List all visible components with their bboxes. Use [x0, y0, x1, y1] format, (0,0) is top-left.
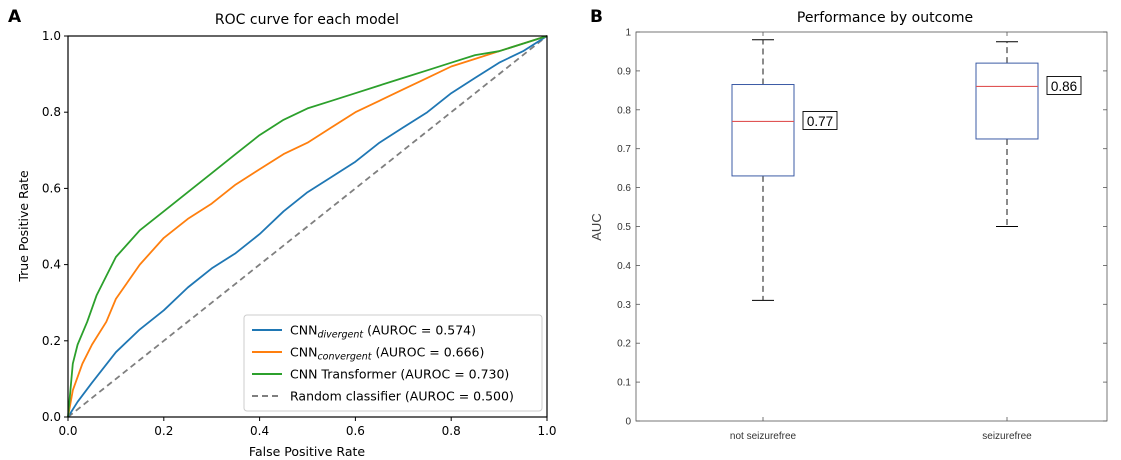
roc-series-2-line	[67, 35, 548, 418]
panel-b-letter: B	[590, 7, 603, 27]
roc-legend-entry-0: CNNdivergent (AUROC = 0.574)	[290, 323, 476, 341]
roc-y-ticks: 0.0 0.2 0.4 0.6 0.8 1.0	[42, 29, 68, 424]
box-x-ticks: not seizurefree seizurefree	[730, 32, 1032, 442]
roc-series-0-line	[67, 35, 548, 418]
box-group: 0.77 0.86	[731, 39, 1082, 301]
box-median-label-frame	[802, 111, 838, 130]
roc-x-tick-label: 1.0	[537, 424, 556, 438]
box-y-tick-label: 0.1	[617, 378, 631, 389]
roc-x-tick-label: 0.4	[250, 424, 269, 438]
roc-x-axis-label: False Positive Rate	[249, 444, 365, 459]
roc-legend: CNNdivergent (AUROC = 0.574) CNNconvergen…	[243, 314, 543, 412]
panel-a-roc-chart: A ROC curve for each model 0.0 0.2 0.4 0.6 0…	[8, 7, 557, 459]
box-iqr-rect	[975, 62, 1039, 140]
roc-x-tick-label: 0.0	[58, 424, 77, 438]
panel-a-letter: A	[8, 7, 22, 27]
panel-b-box-chart: B Performance by outcome 0 0.1 0.2 0.3 0.4 0.…	[589, 7, 1108, 442]
box-y-tick-label: 0.4	[617, 261, 631, 272]
roc-x-tick-label: 0.2	[154, 424, 173, 438]
roc-x-ticks: 0.0 0.2 0.4 0.6 0.8 1.0	[58, 417, 557, 438]
roc-legend-frame	[243, 314, 543, 412]
roc-y-tick-label: 1.0	[42, 29, 61, 43]
box-y-tick-label: 0.8	[617, 105, 631, 116]
box-y-axis-label: AUC	[589, 213, 604, 240]
box-median-label: 0.77	[807, 114, 833, 129]
box-x-tick-label: not seizurefree	[730, 431, 797, 442]
box-y-tick-label: 0.5	[617, 222, 631, 233]
roc-legend-entry-3: Random classifier (AUROC = 0.500)	[290, 389, 514, 404]
roc-y-tick-label: 0.8	[42, 105, 61, 119]
roc-y-tick-label: 0.4	[42, 258, 61, 272]
roc-x-tick-label: 0.6	[346, 424, 365, 438]
roc-y-axis-label: True Positive Rate	[16, 170, 31, 283]
box-y-tick-label: 0.9	[617, 66, 631, 77]
box-iqr-rect	[731, 84, 795, 177]
roc-y-tick-label: 0.2	[42, 334, 61, 348]
box-y-tick-label: 0.7	[617, 144, 631, 155]
box-y-tick-label: 0	[625, 417, 631, 428]
roc-series-group	[67, 35, 548, 418]
roc-series-3-line	[67, 35, 548, 418]
roc-legend-entry-2: CNN Transformer (AUROC = 0.730)	[290, 367, 509, 382]
roc-y-tick-label: 0.0	[42, 410, 61, 424]
box-y-tick-label: 0.2	[617, 339, 631, 350]
roc-legend-entry-1: CNNconvergent (AUROC = 0.666)	[290, 345, 484, 363]
box-x-tick-label: seizurefree	[982, 431, 1032, 442]
box-y-tick-label: 0.3	[617, 300, 631, 311]
roc-plot-frame	[67, 35, 548, 418]
roc-y-tick-label: 0.6	[42, 181, 61, 195]
roc-chart-title: ROC curve for each model	[215, 12, 399, 28]
box-y-tick-label: 0.6	[617, 183, 631, 194]
box-chart-title: Performance by outcome	[797, 10, 973, 26]
roc-series-1-line	[67, 35, 548, 418]
roc-x-tick-label: 0.8	[442, 424, 461, 438]
box-median-label-frame	[1046, 76, 1082, 95]
box-y-tick-label: 1	[625, 28, 631, 39]
box-y-ticks: 0 0.1 0.2 0.3 0.4 0.5 0.6 0.7 0.8 0.9 1	[617, 28, 1107, 428]
box-median-label: 0.86	[1051, 79, 1077, 94]
